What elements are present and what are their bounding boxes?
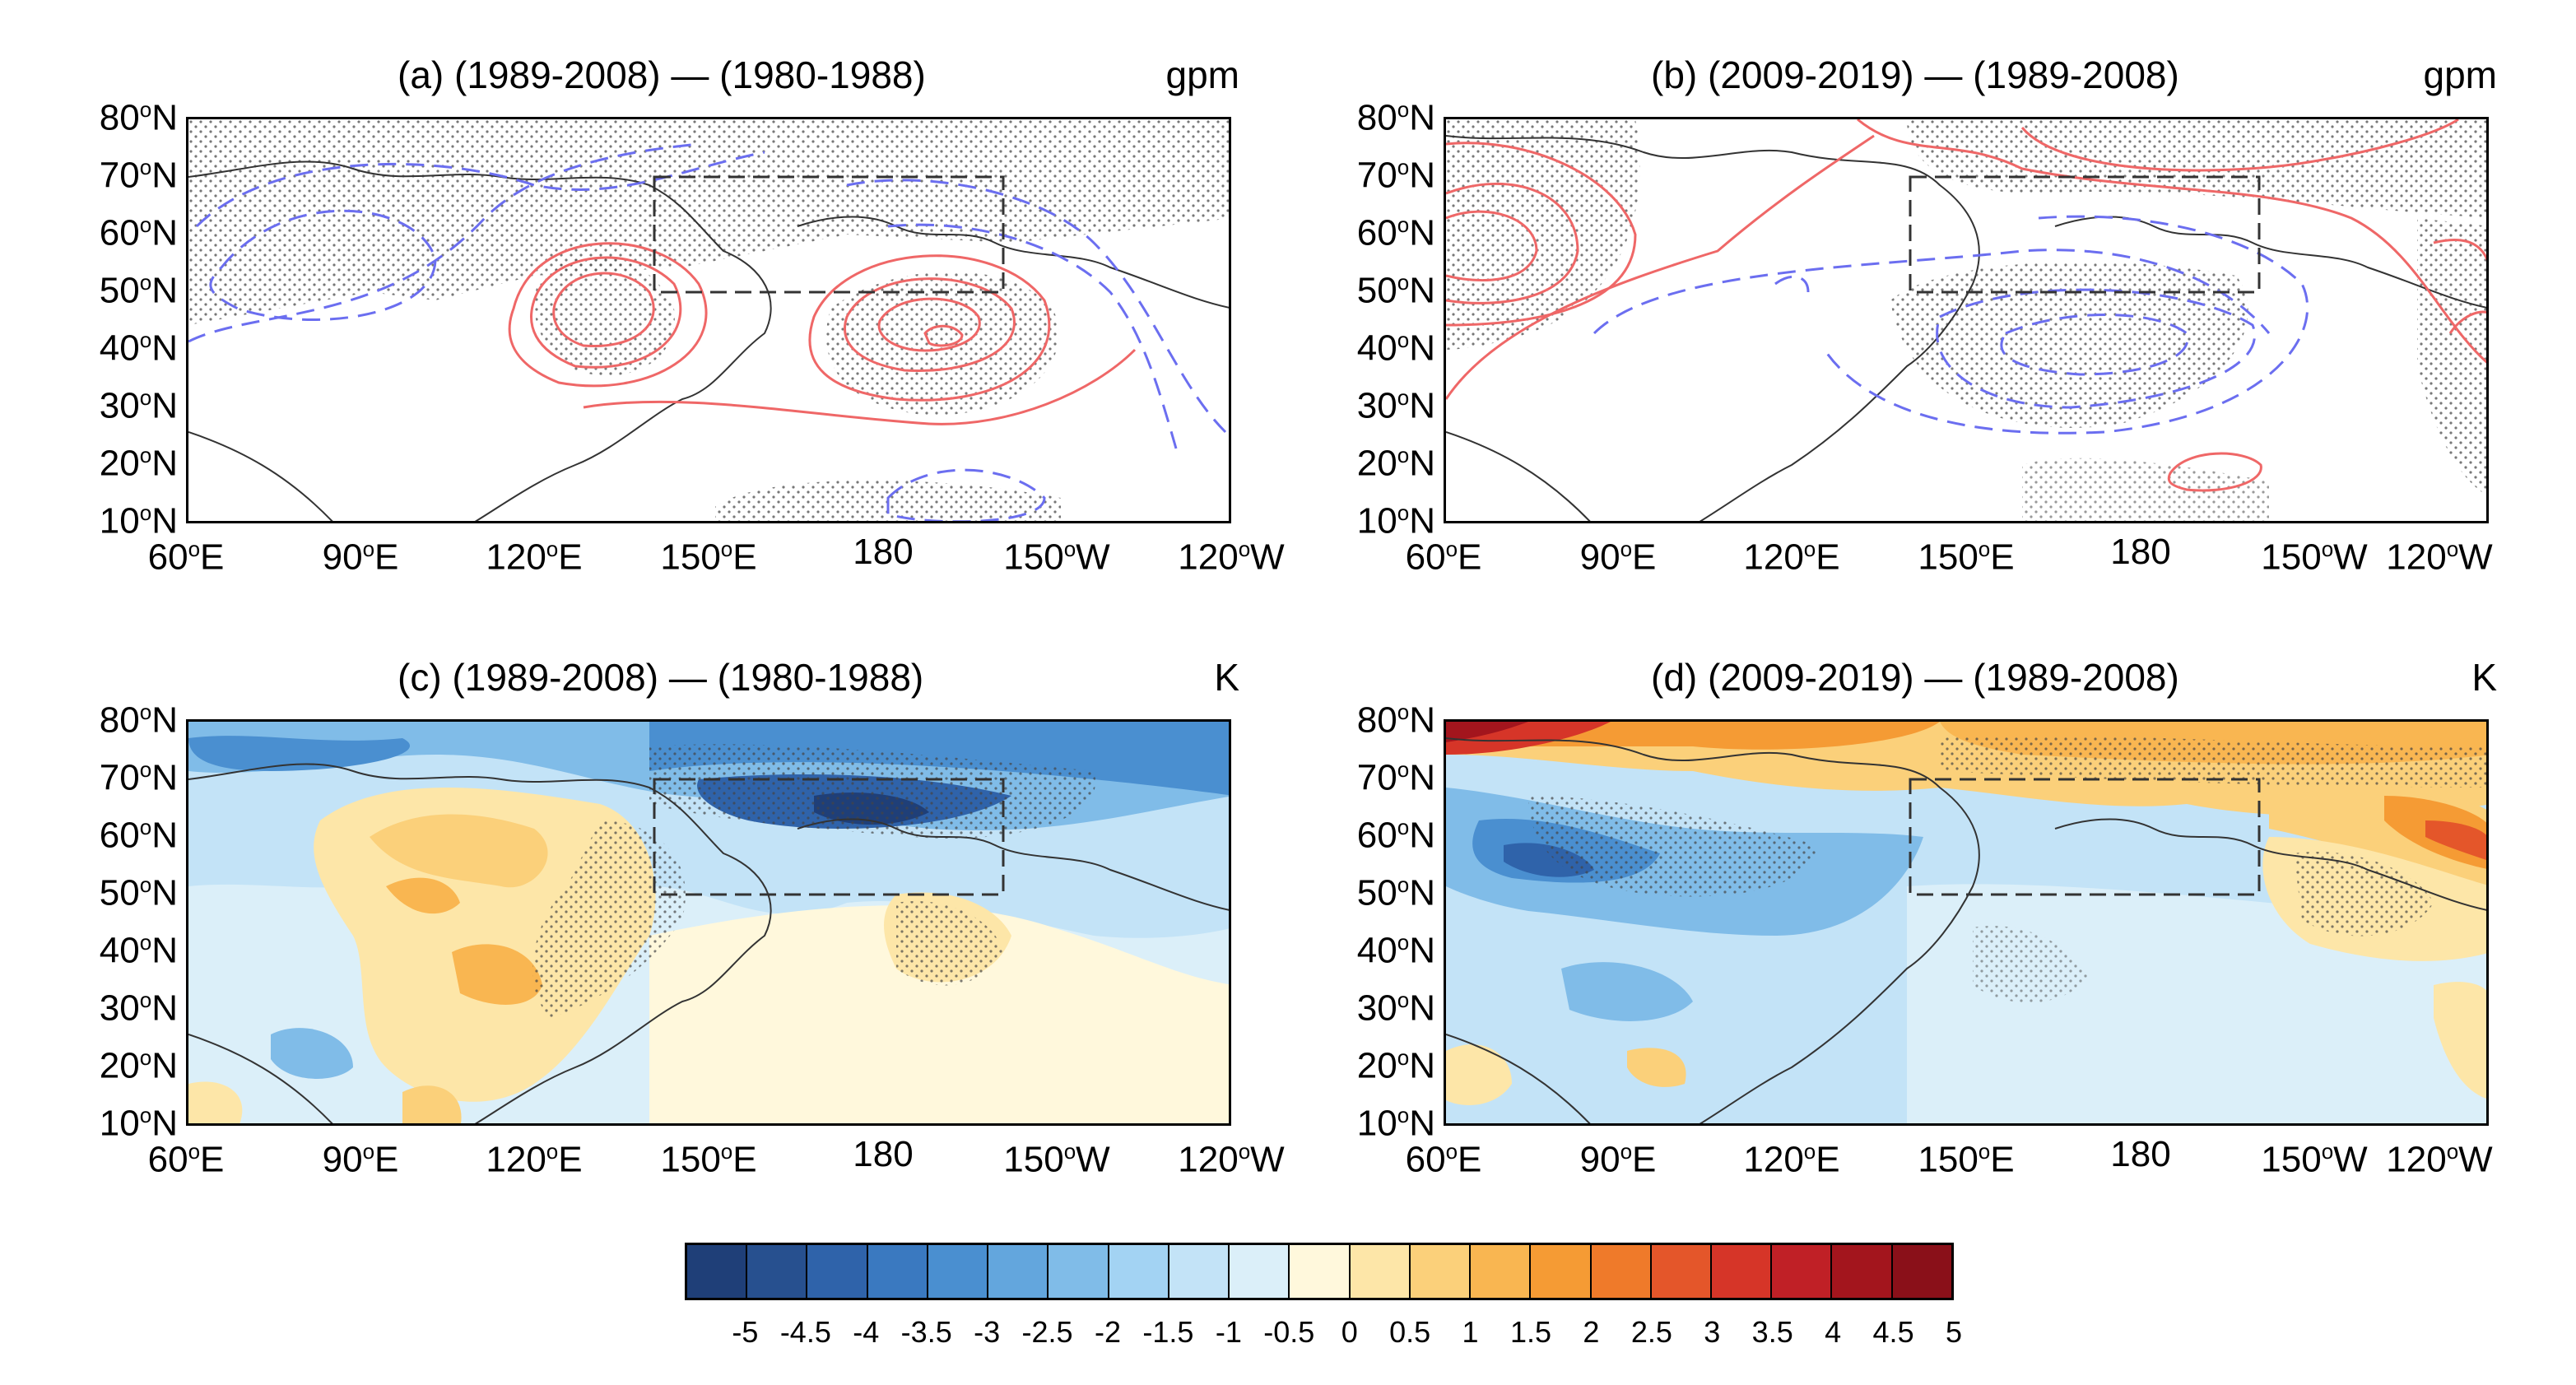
- panel-unit: K: [2471, 656, 2497, 699]
- significance-stippling: [1446, 119, 1640, 350]
- colorbar-swatch: [1711, 1245, 1773, 1298]
- map-frame: [1444, 117, 2489, 523]
- colorbar-swatch: [988, 1245, 1049, 1298]
- colorbar-swatch: [1169, 1245, 1230, 1298]
- coastline: [188, 160, 772, 521]
- panel-c: (c) (1989-2008) — (1980-1988) K: [99, 656, 1285, 1180]
- colorbar-swatch: [1230, 1245, 1290, 1298]
- significance-stippling: [188, 119, 1229, 325]
- panel-title: (d) (2009-2019) — (1989-2008): [1651, 656, 2179, 699]
- colorbar-swatch: [747, 1245, 808, 1298]
- significance-stippling: [649, 744, 1096, 839]
- colorbar-label: -4: [853, 1315, 880, 1349]
- colorbar-swatch: [1049, 1245, 1109, 1298]
- colorbar-label: 2.5: [1630, 1315, 1672, 1349]
- colorbar-label: -3: [974, 1315, 1001, 1349]
- panel-title: (c) (1989-2008) — (1980-1988): [398, 656, 924, 699]
- panel-title: (b) (2009-2019) — (1989-2008): [1651, 53, 2179, 96]
- panel-a: (a) (1989-2008) — (1980-1988) gpm: [99, 53, 1285, 578]
- colorbar-label: 3: [1704, 1315, 1721, 1349]
- colorbar: [685, 1243, 1954, 1300]
- colorbar-label: -1.5: [1142, 1315, 1194, 1349]
- contour-map: [188, 119, 1229, 521]
- coastline: [188, 763, 772, 1123]
- region-box: [1909, 778, 2261, 896]
- colorbar-label: -5: [732, 1315, 759, 1349]
- colorbar-label: -4.5: [779, 1315, 831, 1349]
- colorbar-swatch: [1410, 1245, 1472, 1298]
- colorbar-swatch: [1471, 1245, 1532, 1298]
- colorbar-label: -3.5: [900, 1315, 952, 1349]
- colorbar-swatch: [687, 1245, 748, 1298]
- panel-unit: K: [1214, 656, 1239, 699]
- colorbar-swatch: [928, 1245, 989, 1298]
- map-frame: [1444, 719, 2489, 1126]
- colorbar-label: -2.5: [1021, 1315, 1073, 1349]
- map-frame: [186, 117, 1231, 523]
- colorbar-swatch: [1350, 1245, 1411, 1298]
- colorbar-label: 1.5: [1509, 1315, 1552, 1349]
- map-frame: [186, 719, 1231, 1126]
- region-box: [653, 175, 1005, 294]
- colorbar-swatch: [1651, 1245, 1712, 1298]
- colorbar-label: -1: [1215, 1315, 1242, 1349]
- coastline: [1446, 135, 1980, 521]
- colorbar-label: 0: [1341, 1315, 1358, 1349]
- colorbar-label: 3.5: [1751, 1315, 1793, 1349]
- colorbar-swatch: [1591, 1245, 1652, 1298]
- colorbar-swatch: [807, 1245, 868, 1298]
- colorbar-swatch: [1109, 1245, 1169, 1298]
- coastline: [1446, 737, 1980, 1123]
- colorbar-swatch: [1832, 1245, 1893, 1298]
- region-box: [1909, 175, 2261, 294]
- colorbar-swatch: [867, 1245, 928, 1298]
- panel-d: (d) (2009-2019) — (1989-2008) K: [1356, 656, 2497, 1180]
- significance-stippling: [1940, 736, 2486, 788]
- colorbar-swatch: [1772, 1245, 1833, 1298]
- contour-map: [1446, 119, 2486, 521]
- colorbar-label: -0.5: [1263, 1315, 1315, 1349]
- colorbar-swatch: [1892, 1245, 1951, 1298]
- colorbar-label: 1: [1462, 1315, 1479, 1349]
- panel-unit: gpm: [2423, 53, 2497, 96]
- region-box: [653, 778, 1005, 896]
- colorbar-label: 0.5: [1389, 1315, 1431, 1349]
- colorbar-label: 4.5: [1872, 1315, 1914, 1349]
- shaded-map: [188, 722, 1229, 1123]
- colorbar-label: 4: [1825, 1315, 1842, 1349]
- colorbar-swatch: [1290, 1245, 1351, 1298]
- panel-title: (a) (1989-2008) — (1980-1988): [398, 53, 926, 96]
- colorbar-label: 2: [1583, 1315, 1600, 1349]
- panel-b: (b) (2009-2019) — (1989-2008) gpm: [1356, 53, 2497, 578]
- colorbar-swatch: [1531, 1245, 1592, 1298]
- shaded-map: [1446, 722, 2486, 1123]
- colorbar-label: -2: [1094, 1315, 1122, 1349]
- colorbar-label: 5: [1945, 1315, 1963, 1349]
- panel-unit: gpm: [1165, 53, 1239, 96]
